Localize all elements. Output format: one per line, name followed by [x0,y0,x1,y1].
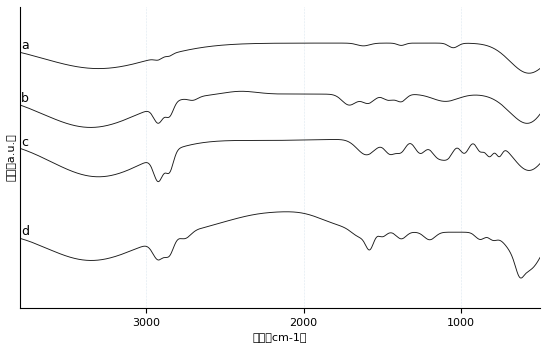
Text: c: c [21,136,28,149]
Y-axis label: 强度（a.u.）: 强度（a.u.） [7,134,17,181]
X-axis label: 波长（cm-1）: 波长（cm-1） [253,332,307,342]
Text: b: b [21,92,29,105]
Text: a: a [21,39,29,52]
Text: d: d [21,225,30,238]
